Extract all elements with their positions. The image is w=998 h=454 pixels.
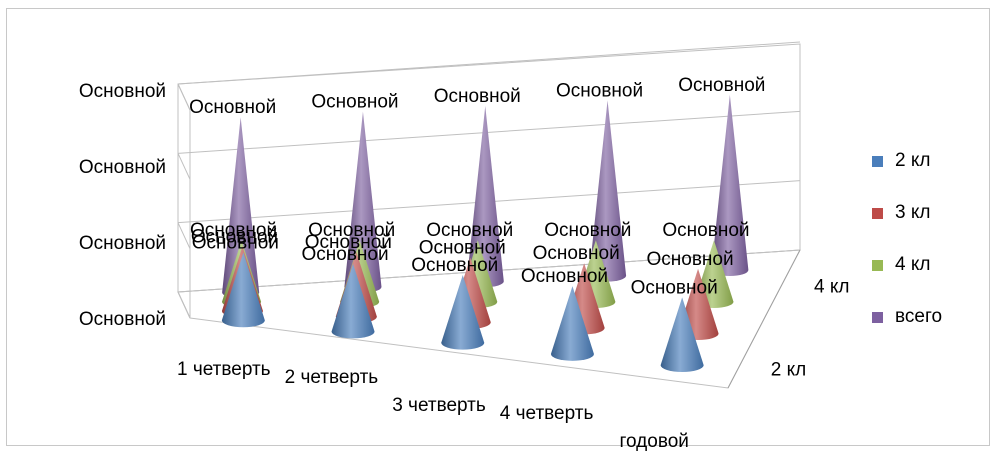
gridline xyxy=(177,41,801,85)
cone-4-1 xyxy=(222,117,260,299)
cone-1-2 xyxy=(331,263,375,339)
legend-label: всего xyxy=(895,306,943,327)
legend-swatch xyxy=(872,155,883,167)
category-tick-label: 3 четверть xyxy=(392,395,486,416)
value-tick-label: Основной xyxy=(79,157,166,178)
value-tick-label: Основной xyxy=(79,233,166,254)
side-wall xyxy=(177,83,191,319)
legend-swatch xyxy=(872,259,883,271)
data-label: Основной xyxy=(646,249,733,270)
data-label: Основной xyxy=(301,244,388,265)
cone-4-2 xyxy=(344,111,382,293)
cone-1-3 xyxy=(441,274,485,350)
depth-tick-label: 4 кл xyxy=(814,277,849,298)
gridline xyxy=(177,110,801,154)
category-axis-ticks: 1 четверть 2 четверть 3 четверть 4 четверть… xyxy=(177,359,689,452)
data-label: Основной xyxy=(662,220,749,241)
cone-4-3 xyxy=(466,106,504,288)
data-label: Основной xyxy=(434,86,521,107)
data-label: Основной xyxy=(544,220,631,241)
legend-item: 3 кл xyxy=(872,200,988,226)
data-label: Основной xyxy=(192,233,279,254)
value-tick-label: Основной xyxy=(79,81,166,102)
depth-axis-ticks: 2 кл 4 кл xyxy=(771,277,850,381)
legend-swatch xyxy=(872,311,883,323)
data-label: Основной xyxy=(305,232,392,253)
data-label: Основной xyxy=(189,97,276,118)
chart-cones xyxy=(221,94,749,373)
data-label: Основной xyxy=(678,75,765,96)
depth-axis xyxy=(727,249,801,389)
chart-legend: 2 кл 3 кл 4 кл всего xyxy=(872,148,988,356)
legend-label: 2 кл xyxy=(895,150,931,171)
value-tick-label: Основной xyxy=(79,309,166,330)
category-tick-label: 2 четверть xyxy=(285,367,379,388)
legend-item: всего xyxy=(872,304,988,330)
data-labels: Основной Основной Основной Основной Основной… xyxy=(189,75,765,299)
data-label: Основной xyxy=(426,220,513,241)
data-label: Основной xyxy=(311,92,398,113)
data-label: Основной xyxy=(411,255,498,276)
legend-item: 4 кл xyxy=(872,252,988,278)
category-tick-label: 1 четверть xyxy=(177,359,271,380)
legend-swatch xyxy=(872,207,883,219)
depth-tick-label: 2 кл xyxy=(771,359,806,380)
legend-label: 3 кл xyxy=(895,202,931,223)
value-axis-ticks: Основной Основной Основной Основной xyxy=(79,81,166,330)
data-label: Основной xyxy=(190,220,277,241)
cone-1-5 xyxy=(660,297,704,373)
cone-4-5 xyxy=(711,94,749,276)
legend-label: 4 кл xyxy=(895,254,931,275)
category-tick-label: 4 четверть xyxy=(500,403,594,424)
axes xyxy=(177,249,801,389)
data-label: Основной xyxy=(191,226,278,247)
data-label: Основной xyxy=(521,266,608,287)
data-label: Основной xyxy=(556,80,643,101)
gridline-side xyxy=(177,222,191,249)
cone-4-4 xyxy=(589,100,627,282)
data-label: Основной xyxy=(308,220,395,241)
cone-1-4 xyxy=(550,286,594,361)
category-tick-label: годовой xyxy=(620,431,689,452)
data-label: Основной xyxy=(631,277,718,298)
gridline-side xyxy=(177,83,191,111)
legend-item: 2 кл xyxy=(872,148,988,174)
cone-1-1 xyxy=(221,252,265,328)
data-label: Основной xyxy=(533,243,620,264)
gridline-side xyxy=(177,153,191,180)
data-label: Основной xyxy=(419,238,506,259)
